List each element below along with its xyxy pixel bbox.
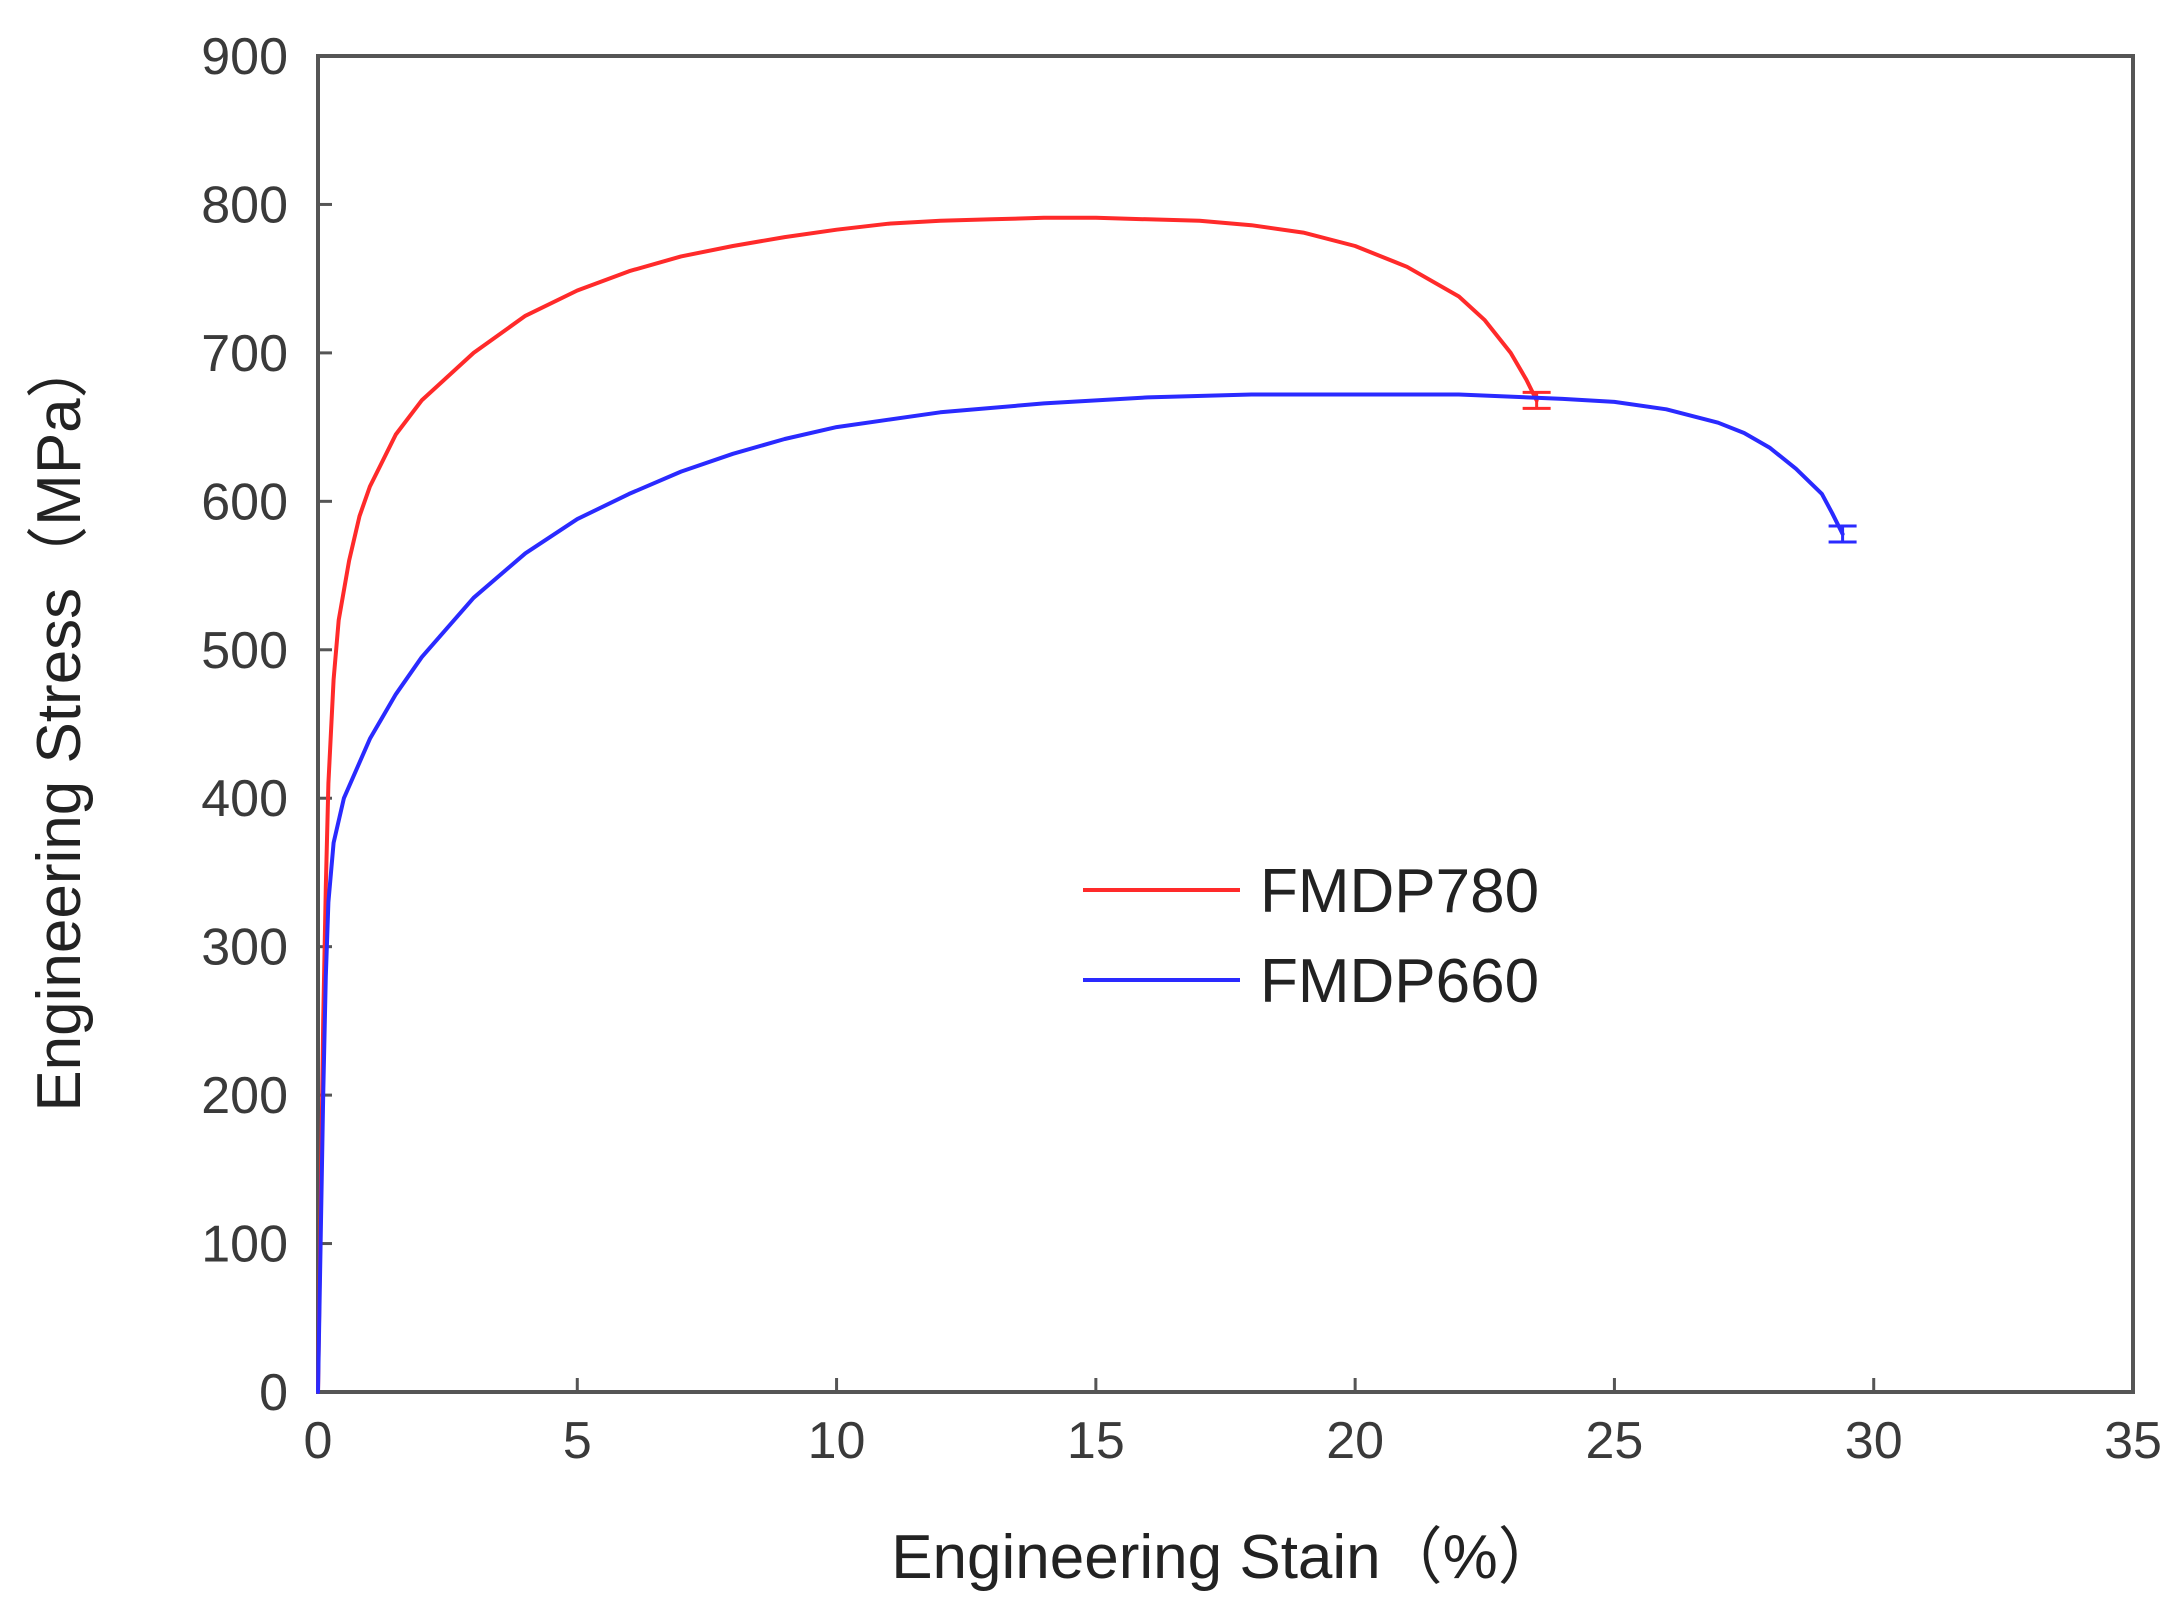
y-tick-label: 700: [201, 325, 288, 383]
y-tick-label: 100: [201, 1216, 288, 1274]
legend-label-fmdp660: FMDP660: [1260, 947, 1539, 1016]
x-axis-ticks: 0 5 10 15 20 25 30 35: [304, 1378, 2162, 1470]
legend-label-fmdp780: FMDP780: [1260, 857, 1539, 926]
x-tick-label: 20: [1326, 1412, 1384, 1470]
y-tick-label: 200: [201, 1067, 288, 1125]
y-tick-label: 400: [201, 770, 288, 828]
x-axis-title: Engineering Stain（%）: [891, 1523, 1560, 1592]
x-tick-label: 0: [304, 1412, 333, 1470]
legend: FMDP780 FMDP660: [1083, 857, 1539, 1016]
y-axis-title: Engineering Stress（MPa）: [25, 336, 94, 1111]
plot-frame: [316, 54, 2135, 1394]
y-axis-ticks: 0 100 200 300 400 500 600 700 800 900: [201, 28, 332, 1422]
x-tick-label: 5: [563, 1412, 592, 1470]
series-end-marker-fmdp780: [1522, 390, 1551, 410]
x-tick-label: 25: [1586, 1412, 1644, 1470]
x-tick-label: 15: [1067, 1412, 1125, 1470]
x-tick-label: 35: [2104, 1412, 2162, 1470]
y-tick-label: 900: [201, 28, 288, 86]
x-tick-label: 30: [1845, 1412, 1903, 1470]
series-layer: [316, 215, 1857, 1394]
y-tick-label: 800: [201, 176, 288, 234]
series-line-fmdp780: [316, 215, 1539, 1394]
plot-area: [316, 54, 2135, 1394]
y-tick-label: 600: [201, 473, 288, 531]
series-line-fmdp660: [316, 392, 1845, 1394]
y-tick-label: 500: [201, 622, 288, 680]
y-tick-label: 300: [201, 919, 288, 977]
series-end-marker-fmdp660: [1828, 524, 1857, 544]
x-tick-label: 10: [808, 1412, 866, 1470]
y-tick-label: 0: [259, 1364, 288, 1422]
